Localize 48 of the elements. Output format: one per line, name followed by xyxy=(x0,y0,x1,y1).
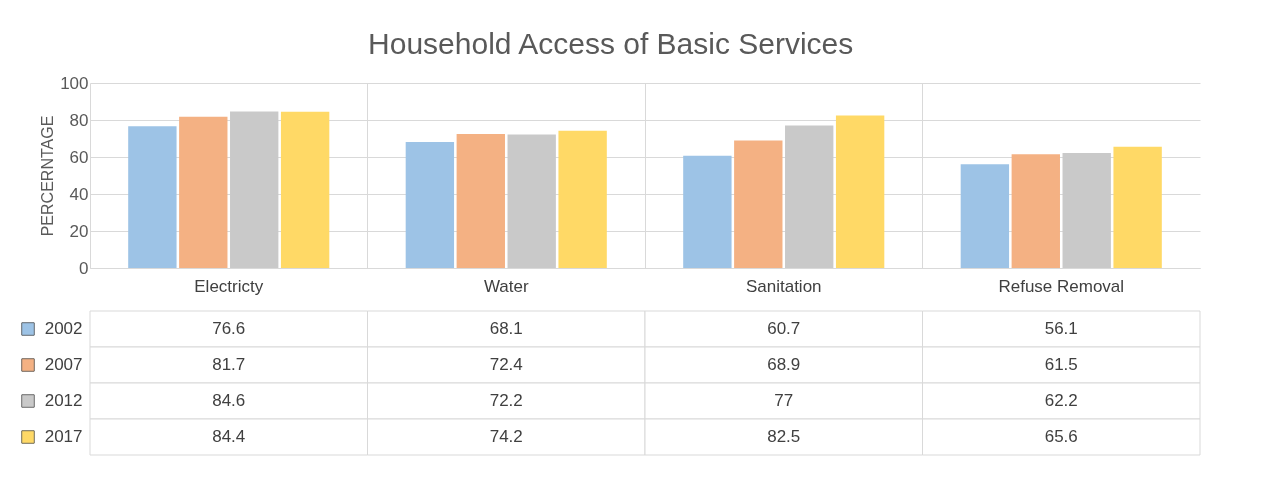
bar xyxy=(960,164,1010,268)
data-label: 84.6 xyxy=(212,391,246,410)
data-label: 72.4 xyxy=(489,355,523,374)
bar xyxy=(1113,146,1162,268)
legend-label: 2002 xyxy=(44,319,83,338)
x-tick-label: Water xyxy=(483,276,529,296)
bar xyxy=(230,111,279,268)
data-label: 68.9 xyxy=(767,355,801,374)
data-label: 65.6 xyxy=(1044,427,1078,446)
bar xyxy=(280,111,330,268)
legend-label: 2017 xyxy=(44,427,83,446)
data-label: 56.1 xyxy=(1044,319,1078,338)
bar xyxy=(405,142,455,268)
bar xyxy=(456,134,505,268)
data-label: 81.7 xyxy=(212,355,246,374)
y-tick-label: 100 xyxy=(60,73,89,93)
data-label: 84.4 xyxy=(212,427,246,446)
y-tick-label: 60 xyxy=(69,147,89,167)
y-tick-label: 40 xyxy=(69,184,89,204)
x-tick-label: Electricty xyxy=(194,276,264,296)
x-tick-label: Sanitation xyxy=(745,276,822,296)
bar xyxy=(734,140,783,268)
bar xyxy=(507,134,556,268)
bar xyxy=(558,130,607,268)
legend-label: 2007 xyxy=(44,355,83,374)
data-label: 62.2 xyxy=(1044,391,1078,410)
bar xyxy=(835,115,885,268)
data-label: 61.5 xyxy=(1044,355,1078,374)
y-tick-label: 20 xyxy=(69,221,89,241)
y-tick-label: 80 xyxy=(69,110,89,130)
x-tick-label: Refuse Removal xyxy=(998,276,1125,296)
legend-label: 2012 xyxy=(44,391,83,410)
chart-title: Household Access of Basic Services xyxy=(368,27,854,60)
y-tick-label: 0 xyxy=(79,258,89,278)
y-axis-title: PERCERNTAGE xyxy=(39,115,57,237)
data-label: 76.6 xyxy=(212,319,246,338)
data-label: 72.2 xyxy=(489,391,523,410)
bar xyxy=(1062,152,1111,268)
bar xyxy=(179,116,228,268)
data-label: 68.1 xyxy=(489,319,523,338)
bar xyxy=(128,126,177,268)
bar xyxy=(785,125,834,268)
data-label: 74.2 xyxy=(489,427,523,446)
data-label: 77 xyxy=(774,391,794,410)
data-label: 60.7 xyxy=(767,319,801,338)
bar xyxy=(1011,154,1060,268)
bar xyxy=(683,155,732,268)
data-label: 82.5 xyxy=(767,427,801,446)
